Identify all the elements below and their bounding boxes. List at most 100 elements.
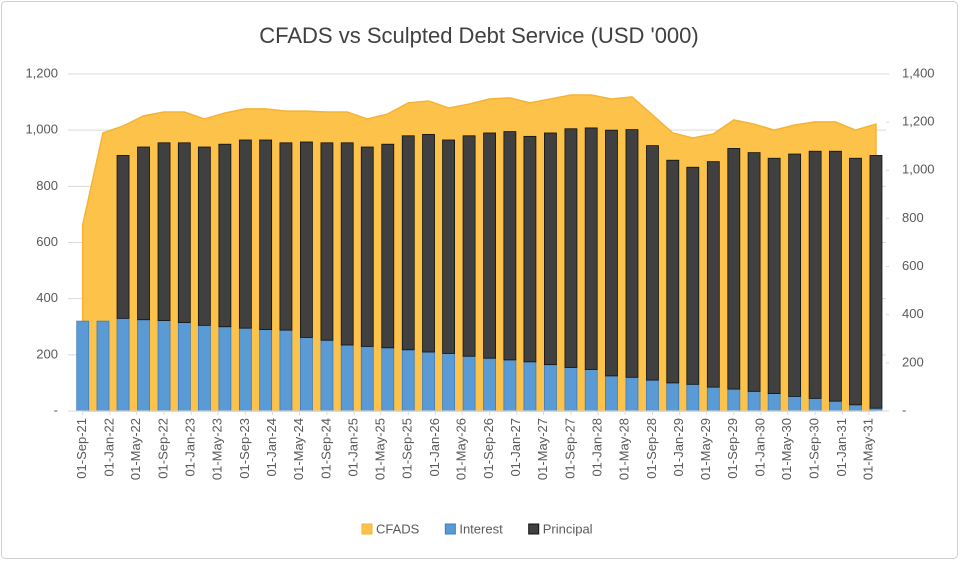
bar-interest: [157, 320, 171, 412]
y2-tick-label: 600: [902, 258, 924, 273]
bar-principal: [544, 132, 557, 366]
bar-principal: [849, 157, 862, 406]
y-tick-label: 600: [36, 234, 58, 249]
bar-principal: [177, 142, 191, 323]
bar-interest: [218, 326, 232, 412]
x-tick-label: 01-Sep-24: [318, 418, 333, 479]
legend-swatch: [361, 523, 373, 535]
bar-principal: [584, 127, 598, 370]
x-tick-label: 01-Sep-26: [481, 418, 496, 479]
legend-label: CFADS: [376, 521, 420, 536]
bar-principal: [646, 145, 659, 381]
x-tick-label: 01-May-29: [698, 418, 713, 480]
bar-interest: [605, 375, 618, 412]
y-tick-label: 800: [36, 178, 58, 193]
x-tick-label: 01-May-22: [128, 418, 143, 480]
x-tick-label: 01-Jan-31: [834, 418, 849, 477]
bar-principal: [462, 135, 476, 357]
chart-title: CFADS vs Sculpted Debt Service (USD '000…: [259, 23, 698, 48]
bar-interest: [259, 329, 273, 412]
legend-label: Interest: [459, 521, 503, 536]
bar-interest: [462, 355, 476, 412]
bar-interest: [829, 400, 842, 412]
x-tick-label: 01-May-24: [291, 418, 306, 480]
bar-principal: [829, 150, 842, 402]
x-tick-label: 01-Jan-29: [671, 418, 686, 477]
bar-interest: [422, 351, 435, 412]
bar-interest: [666, 382, 680, 412]
bar-principal: [279, 142, 293, 331]
bar-interest: [320, 339, 334, 412]
bar-interest: [381, 347, 395, 412]
bar-interest: [503, 359, 517, 412]
x-tick-label: 01-Sep-25: [400, 418, 415, 479]
y2-tick-label: 1,200: [902, 114, 935, 129]
bar-interest: [177, 322, 191, 412]
bar-interest: [686, 383, 700, 412]
bar-principal: [523, 135, 537, 363]
y2-tick-label: 200: [902, 354, 924, 369]
bar-principal: [727, 148, 741, 390]
x-tick-label: 01-Sep-21: [74, 418, 89, 479]
bar-principal: [259, 139, 273, 330]
bar-principal: [157, 142, 171, 321]
bar-interest: [625, 376, 639, 412]
x-tick-label: 01-Jan-27: [508, 418, 523, 477]
bar-principal: [238, 139, 252, 329]
bar-principal: [767, 157, 781, 394]
bar-principal: [401, 135, 415, 351]
x-tick-label: 01-May-25: [372, 418, 387, 480]
bar-interest: [401, 349, 415, 412]
bar-interest: [646, 379, 659, 412]
x-tick-label: 01-May-30: [779, 418, 794, 480]
bar-principal: [197, 146, 211, 326]
y2-tick-label: -: [902, 402, 906, 417]
bar-interest: [523, 361, 537, 412]
bar-interest: [300, 337, 313, 412]
bar-interest: [360, 346, 374, 412]
bar-principal: [218, 143, 232, 328]
bar-interest: [76, 320, 90, 412]
legend-label: Principal: [543, 521, 593, 536]
bar-principal: [320, 142, 334, 341]
bar-interest: [137, 319, 150, 412]
y-tick-label: 1,200: [25, 65, 58, 80]
x-tick-label: 01-Sep-22: [155, 418, 170, 479]
bar-interest: [279, 329, 293, 412]
bar-principal: [483, 132, 496, 359]
bar-principal: [300, 141, 313, 338]
y-tick-label: -: [54, 402, 58, 417]
x-tick-label: 01-Jan-30: [752, 418, 767, 477]
bar-principal: [503, 131, 517, 361]
y-tick-label: 200: [36, 346, 58, 361]
bar-interest: [727, 388, 741, 412]
x-tick-label: 01-Jan-25: [346, 418, 361, 477]
bar-interest: [197, 324, 211, 412]
bar-interest: [849, 404, 862, 412]
bar-interest: [238, 327, 252, 412]
bar-principal: [116, 155, 130, 319]
y2-tick-label: 800: [902, 210, 924, 225]
x-tick-label: 01-Sep-23: [237, 418, 252, 479]
x-tick-label: 01-May-23: [209, 418, 224, 480]
x-tick-label: 01-Sep-29: [725, 418, 740, 479]
bar-interest: [767, 393, 781, 412]
bar-interest: [116, 317, 130, 412]
bar-principal: [137, 146, 150, 321]
x-tick-label: 01-Jan-24: [264, 418, 279, 477]
bar-principal: [666, 159, 680, 384]
x-tick-label: 01-May-27: [535, 418, 550, 480]
x-tick-label: 01-May-26: [454, 418, 469, 480]
bar-principal: [625, 129, 639, 378]
y2-tick-label: 1,400: [902, 65, 935, 80]
bar-principal: [788, 153, 802, 397]
y-tick-label: 1,000: [25, 122, 58, 137]
bar-principal: [808, 150, 822, 399]
bar-interest: [442, 353, 455, 412]
bar-principal: [340, 142, 354, 346]
x-tick-label: 01-Sep-27: [562, 418, 577, 479]
y-tick-label: 400: [36, 290, 58, 305]
bar-principal: [422, 133, 435, 353]
